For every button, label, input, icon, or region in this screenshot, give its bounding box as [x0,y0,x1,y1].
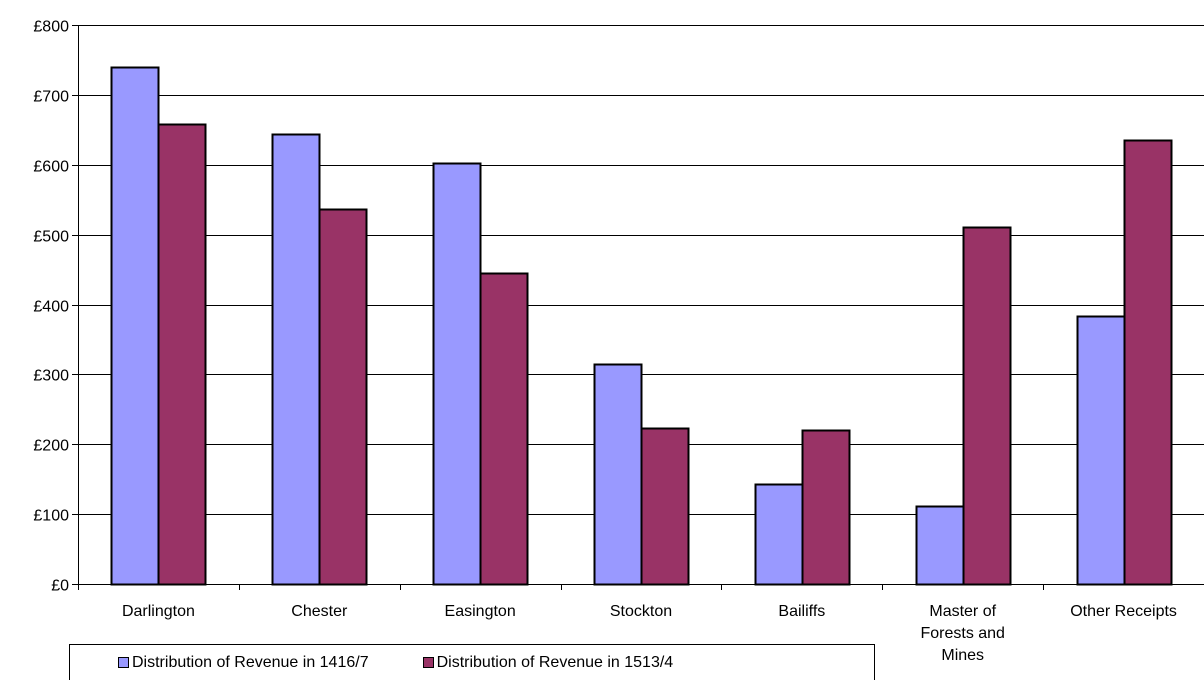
x-tick-label: Other Receipts [1070,603,1177,620]
y-tick-label: £400 [33,299,69,316]
bar-2-6 [1123,139,1173,586]
y-tick-label: £500 [33,229,69,246]
bar-1-5 [915,505,965,586]
x-tick-label: Master of Forests and Mines [920,603,1004,664]
x-tick-label: Chester [291,603,348,620]
bar-2-2 [479,272,529,586]
legend-label-series-2: Distribution of Revenue in 1513/4 [436,653,674,671]
legend: Distribution of Revenue in 1416/7 Distri… [69,644,875,680]
x-tick-label: Stockton [610,603,672,620]
bar-1-4 [754,483,804,586]
bar-2-4 [801,429,851,586]
legend-item-series-2: Distribution of Revenue in 1513/4 [422,653,674,672]
y-tick-label: £600 [33,159,69,176]
legend-item-series-1: Distribution of Revenue in 1416/7 [118,654,369,672]
bar-2-0 [157,123,207,586]
bar-1-0 [110,66,160,586]
bar-1-6 [1076,315,1126,586]
y-tick-label: £700 [33,89,69,106]
legend-label-series-1: Distribution of Revenue in 1416/7 [132,653,369,671]
y-tick-label: £0 [51,578,69,595]
tick-labels: £0 £100 £200 £300 £400 £500 £600 £700 £800 Darlin… [33,19,1177,665]
x-tick-label: Bailiffs [778,603,825,620]
y-tick-label: £300 [33,368,69,385]
axes [72,25,1204,590]
bar-2-1 [318,208,368,586]
bar-1-3 [593,363,643,586]
legend-swatch-series-2 [422,657,434,668]
bar-1-1 [271,133,321,586]
legend-swatch-series-1 [118,657,129,668]
bars [110,66,1173,586]
bar-2-3 [640,427,690,586]
y-tick-label: £200 [33,438,69,455]
y-tick-label: £100 [33,508,69,525]
bar-1-2 [432,162,482,586]
x-tick-label: Easington [445,603,516,620]
x-tick-label: Darlington [122,603,195,620]
y-tick-label: £800 [33,19,69,36]
bar-2-5 [962,226,1012,586]
